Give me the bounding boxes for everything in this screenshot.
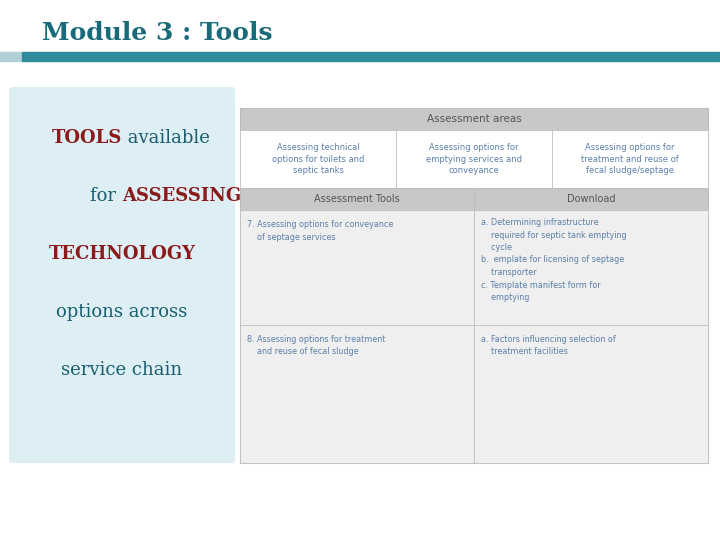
Text: available: available [122,129,210,147]
Bar [474,210,708,325]
Bar [240,210,474,325]
Bar [240,325,474,463]
Text: ASSESSING: ASSESSING [122,187,241,205]
Bar [552,130,708,188]
Text: Download: Download [567,194,616,204]
Bar [396,130,552,188]
Bar [22,52,720,61]
Bar [474,325,708,463]
Text: TECHNOLOGY: TECHNOLOGY [48,245,196,263]
Text: TOOLS: TOOLS [52,129,122,147]
Bar [240,108,708,130]
Text: Assessment areas: Assessment areas [427,114,521,124]
Text: a. Factors influencing selection of
    treatment facilities: a. Factors influencing selection of trea… [481,335,616,356]
Bar [474,188,708,210]
FancyBboxPatch shape [9,87,235,463]
Text: Assessment Tools: Assessment Tools [314,194,400,204]
Text: service chain: service chain [61,361,183,379]
Bar [240,130,396,188]
Text: 7. Assessing options for conveyance
    of septage services: 7. Assessing options for conveyance of s… [247,220,393,241]
Text: Assessing technical
options for toilets and
septic tanks: Assessing technical options for toilets … [272,143,364,176]
Bar [240,188,474,210]
Text: 8. Assessing options for treatment
    and reuse of fecal sludge: 8. Assessing options for treatment and r… [247,335,385,356]
Text: for: for [90,187,122,205]
Text: Assessing options for
emptying services and
conveyance: Assessing options for emptying services … [426,143,522,176]
Text: Module 3 : Tools: Module 3 : Tools [42,21,272,45]
Bar [0,52,22,61]
Text: Assessing options for
treatment and reuse of
fecal sludge/septage: Assessing options for treatment and reus… [581,143,679,176]
Text: options across: options across [56,303,188,321]
Text: a. Determining infrastructure
    required for septic tank emptying
    cycle
b.: a. Determining infrastructure required f… [481,218,626,302]
Bar [240,108,708,463]
